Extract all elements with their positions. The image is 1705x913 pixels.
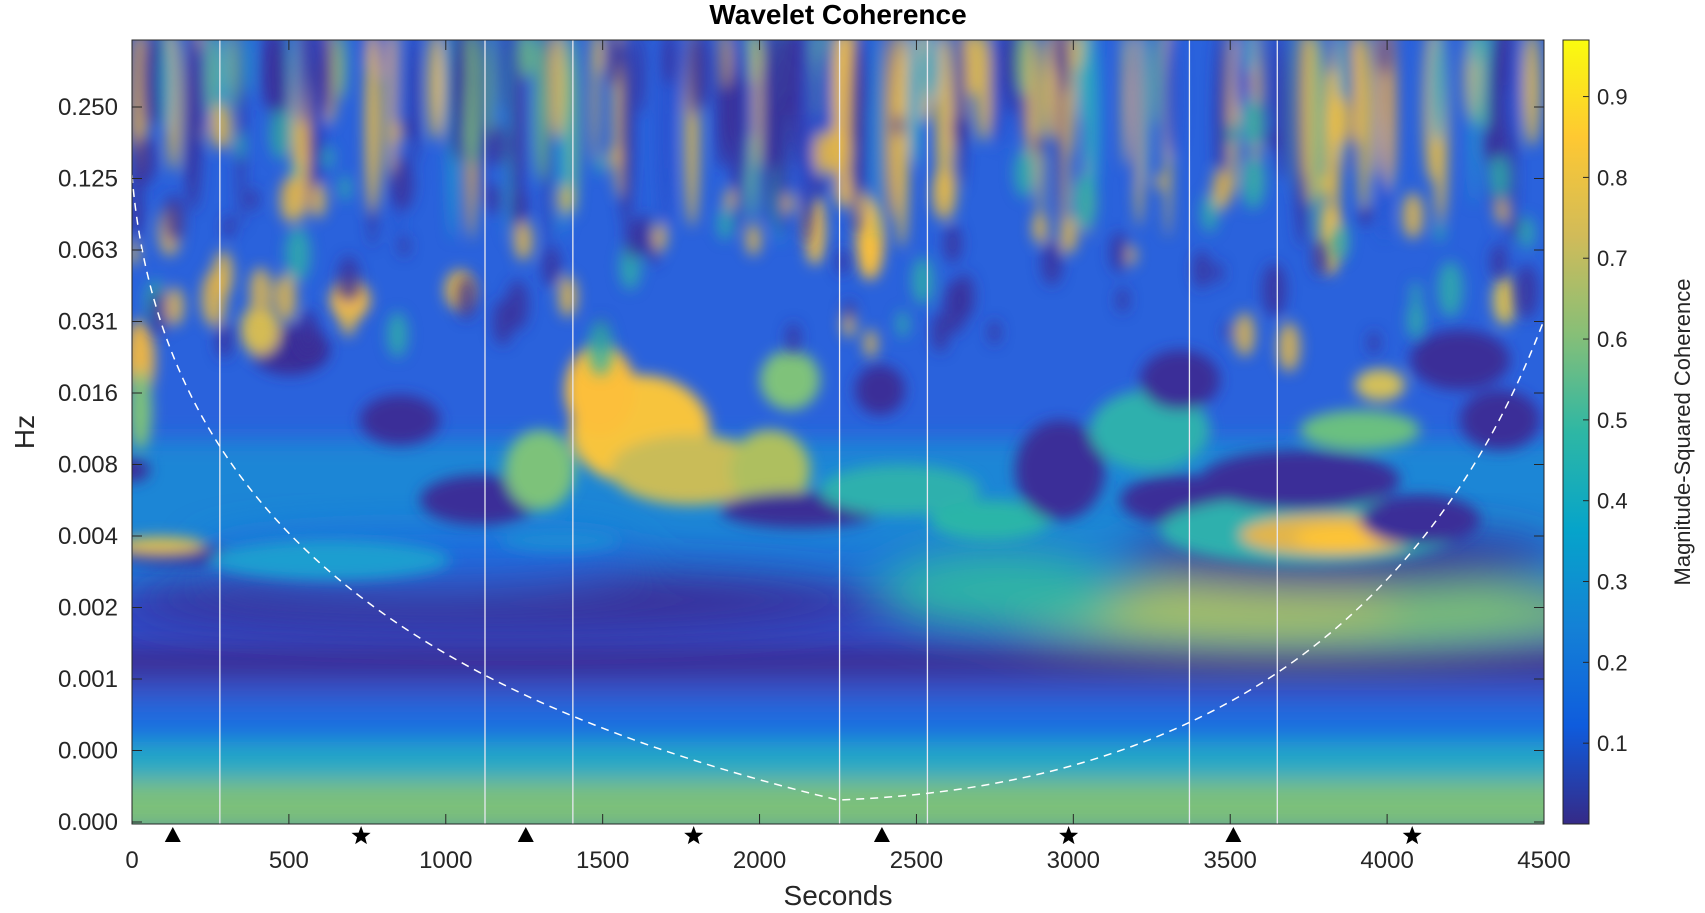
x-tick-label: 3000 [1047, 847, 1100, 874]
y-axis: 0.250 0.125 0.063 0.031 0.016 0.008 0.004 0.002… [58, 94, 1544, 836]
chart-title: Wavelet Coherence [709, 0, 966, 30]
y-tick-label: 0.016 [58, 380, 118, 407]
event-lines [219, 40, 1278, 824]
triangle-marker [517, 827, 534, 842]
x-tick-label: 1000 [419, 847, 472, 874]
triangle-marker [873, 827, 890, 842]
x-tick-label: 0 [125, 847, 138, 874]
colorbar-tick-label: 0.6 [1597, 327, 1628, 352]
x-tick-label: 500 [269, 847, 309, 874]
colorbar-ticks: 0.1 0.2 0.3 0.4 0.5 0.6 0.7 0.8 0.9 [1583, 85, 1628, 756]
colorbar-tick-label: 0.2 [1597, 650, 1628, 675]
y-tick-label: 0.008 [58, 452, 118, 479]
colorbar [1562, 39, 1590, 825]
x-tick-label: 4500 [1517, 847, 1570, 874]
event-markers [164, 826, 1422, 845]
plot-frame [131, 39, 1545, 825]
cone-of-influence [131, 174, 1545, 801]
colorbar-tick-label: 0.3 [1597, 570, 1628, 595]
y-tick-label: 0.000 [58, 809, 118, 836]
x-tick-label: 3500 [1204, 847, 1257, 874]
colorbar-tick-label: 0.4 [1597, 489, 1628, 514]
colorbar-label: Magnitude-Squared Coherence [1670, 279, 1695, 586]
colorbar-tick-label: 0.1 [1597, 731, 1628, 756]
colorbar-tick-label: 0.7 [1597, 246, 1628, 271]
y-tick-label: 0.063 [58, 237, 118, 264]
heatmap-blobs [132, 195, 1540, 580]
y-tick-label: 0.031 [58, 309, 118, 336]
x-tick-label: 1500 [576, 847, 629, 874]
y-tick-label: 0.125 [58, 166, 118, 193]
y-tick-label: 0.250 [58, 94, 118, 121]
colorbar-tick-label: 0.5 [1597, 408, 1628, 433]
heatmap-high-frequency-streaks [132, 40, 1541, 376]
star-marker [1402, 826, 1422, 845]
star-marker [684, 826, 704, 845]
y-tick-label: 0.004 [58, 523, 118, 550]
y-tick-label: 0.002 [58, 595, 118, 622]
star-marker [351, 826, 371, 845]
x-tick-label: 2500 [890, 847, 943, 874]
star-marker [1059, 826, 1079, 845]
x-tick-label: 4000 [1360, 847, 1413, 874]
y-tick-label: 0.000 [58, 738, 118, 765]
x-tick-label: 2000 [733, 847, 786, 874]
colorbar-tick-label: 0.8 [1597, 165, 1628, 190]
coherence-heatmap [132, 40, 1544, 824]
x-axis: 0 500 1000 1500 2000 2500 3000 3500 4000 4500 [125, 40, 1571, 874]
triangle-marker [164, 827, 181, 842]
triangle-marker [1225, 827, 1242, 842]
x-axis-title: Seconds [784, 880, 893, 911]
colorbar-tick-label: 0.9 [1597, 85, 1628, 110]
y-tick-label: 0.001 [58, 666, 118, 693]
y-axis-title: Hz [9, 415, 40, 449]
